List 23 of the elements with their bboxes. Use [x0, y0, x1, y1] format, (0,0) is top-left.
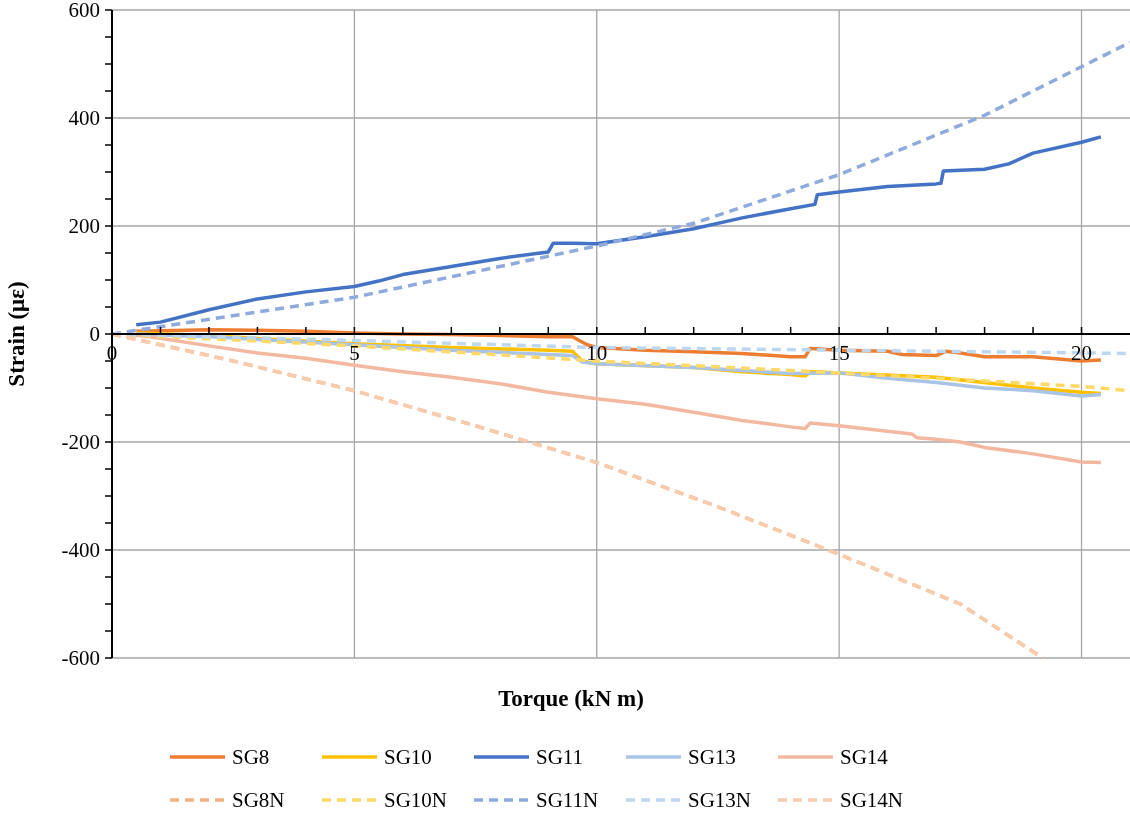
y-tick-label: 600 — [68, 0, 100, 22]
y-tick-label: -200 — [61, 430, 100, 454]
legend-label: SG14N — [840, 788, 904, 812]
y-tick-label: -600 — [61, 646, 100, 670]
x-tick-label: 5 — [349, 341, 360, 365]
x-tick-label: 10 — [586, 341, 608, 365]
y-tick-label: 0 — [89, 322, 100, 346]
legend-label: SG14 — [840, 745, 889, 769]
x-tick-label: 15 — [828, 341, 850, 365]
legend-label: SG11N — [536, 788, 599, 812]
legend-label: SG11 — [536, 745, 584, 769]
y-tick-label: 400 — [68, 106, 100, 130]
x-axis-title: Torque (kN m) — [498, 686, 644, 711]
legend-label: SG13N — [688, 788, 752, 812]
y-tick-label: -400 — [61, 538, 100, 562]
legend-label: SG8N — [232, 788, 285, 812]
x-tick-label: 20 — [1071, 341, 1093, 365]
legend-label: SG10N — [384, 788, 448, 812]
y-tick-label: 200 — [68, 214, 100, 238]
legend-label: SG13 — [688, 745, 736, 769]
legend-label: SG10 — [384, 745, 432, 769]
legend-label: SG8 — [232, 745, 270, 769]
y-axis-title: Strain (με) — [4, 281, 29, 387]
